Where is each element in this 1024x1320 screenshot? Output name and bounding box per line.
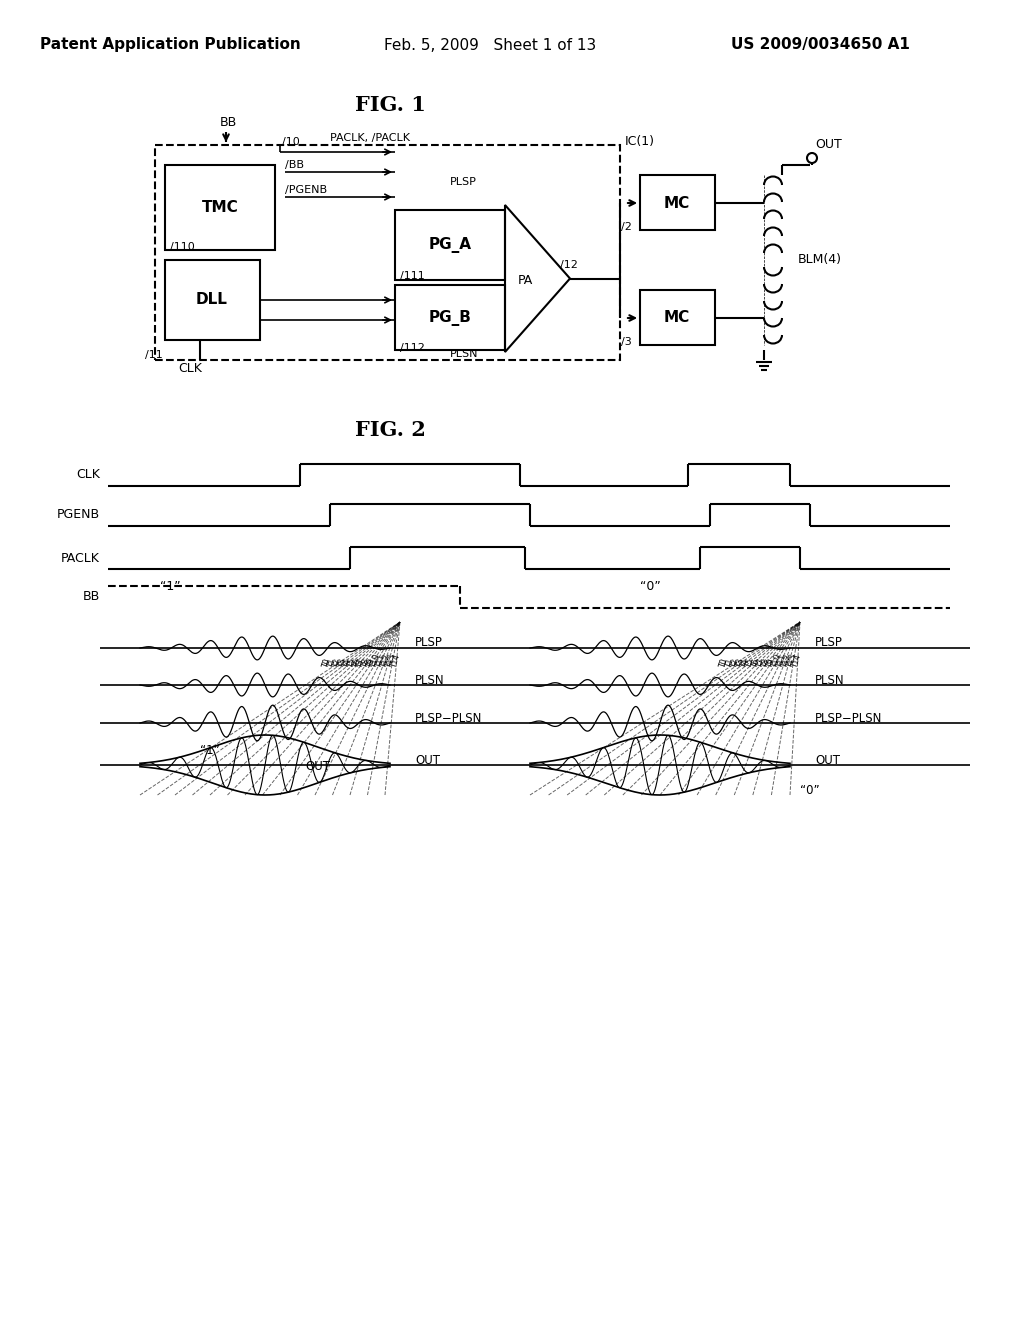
Text: PLSP−PLSN: PLSP−PLSN [815, 711, 883, 725]
Bar [165, 165, 275, 249]
Text: BB: BB [83, 590, 100, 603]
Text: T0: T0 [322, 656, 333, 668]
Text: T9: T9 [766, 656, 777, 668]
Text: PLSN: PLSN [815, 673, 845, 686]
Text: T10: T10 [770, 652, 783, 668]
Text: PLSP: PLSP [415, 636, 442, 649]
Text: T0: T0 [719, 656, 730, 668]
Text: “0”: “0” [800, 784, 819, 796]
Text: T12: T12 [380, 652, 392, 668]
Text: OUT: OUT [305, 760, 330, 774]
Text: /PGENB: /PGENB [285, 185, 327, 195]
Text: T14: T14 [791, 652, 804, 668]
Text: T5: T5 [744, 656, 756, 668]
Bar [155, 145, 620, 360]
Text: T4: T4 [341, 656, 352, 668]
Text: T3: T3 [734, 656, 745, 668]
Text: T8: T8 [760, 657, 772, 668]
Text: Feb. 5, 2009   Sheet 1 of 13: Feb. 5, 2009 Sheet 1 of 13 [384, 37, 596, 53]
Text: DLL: DLL [196, 293, 228, 308]
Text: T7: T7 [755, 656, 767, 668]
Text: PLSN: PLSN [415, 673, 444, 686]
Text: TMC: TMC [202, 201, 239, 215]
Text: PGENB: PGENB [57, 508, 100, 521]
Text: T5: T5 [346, 656, 357, 668]
Text: MC: MC [664, 310, 690, 326]
Text: OUT: OUT [815, 754, 840, 767]
Text: PACLK, /PACLK: PACLK, /PACLK [330, 133, 410, 143]
Text: FIG. 1: FIG. 1 [354, 95, 425, 115]
Text: /112: /112 [400, 343, 425, 352]
Text: PG_A: PG_A [428, 238, 471, 253]
Text: /10: /10 [282, 137, 300, 147]
Text: T4: T4 [739, 656, 751, 668]
Text: T14: T14 [389, 652, 402, 668]
Text: Patent Application Publication: Patent Application Publication [40, 37, 300, 53]
Text: /111: /111 [400, 271, 425, 281]
Text: T6: T6 [351, 656, 362, 668]
Bar [640, 176, 715, 230]
Text: T8: T8 [360, 657, 372, 668]
Text: T2: T2 [332, 657, 343, 668]
Text: T2: T2 [729, 657, 740, 668]
Text: PG_B: PG_B [429, 310, 471, 326]
Text: PLSP−PLSN: PLSP−PLSN [415, 711, 482, 725]
Text: T11: T11 [375, 652, 387, 668]
Text: T12: T12 [780, 652, 794, 668]
Bar [395, 210, 505, 280]
Text: T6: T6 [750, 656, 762, 668]
Text: IC(1): IC(1) [625, 136, 655, 149]
Bar [640, 290, 715, 345]
Text: T10: T10 [370, 652, 383, 668]
Text: PLSP: PLSP [815, 636, 843, 649]
Text: US 2009/0034650 A1: US 2009/0034650 A1 [730, 37, 909, 53]
Text: PLSP: PLSP [450, 177, 477, 187]
Text: CLK: CLK [76, 469, 100, 482]
Text: PA: PA [517, 273, 532, 286]
Text: “1”: “1” [200, 744, 220, 758]
Text: /12: /12 [560, 260, 578, 271]
Text: T13: T13 [785, 652, 799, 668]
Bar [165, 260, 260, 341]
Text: T3: T3 [336, 656, 347, 668]
Text: /11: /11 [145, 350, 163, 360]
Text: T7: T7 [355, 656, 368, 668]
Text: T1: T1 [327, 657, 338, 668]
Text: MC: MC [664, 195, 690, 210]
Text: “1”: “1” [160, 581, 180, 594]
Text: PACLK: PACLK [61, 552, 100, 565]
Text: “0”: “0” [640, 581, 660, 594]
Text: BLM(4): BLM(4) [798, 253, 842, 267]
Bar [395, 285, 505, 350]
Text: PLSN: PLSN [450, 348, 478, 359]
Text: OUT: OUT [415, 754, 440, 767]
Text: BB: BB [220, 116, 238, 128]
Text: /3: /3 [622, 337, 632, 347]
Text: /110: /110 [170, 242, 195, 252]
Text: T9: T9 [366, 656, 377, 668]
Text: T1: T1 [724, 657, 735, 668]
Text: /BB: /BB [285, 160, 304, 170]
Text: OUT: OUT [815, 139, 842, 152]
Text: /2: /2 [622, 222, 632, 232]
Text: FIG. 2: FIG. 2 [354, 420, 425, 440]
Text: CLK: CLK [178, 362, 202, 375]
Text: T11: T11 [775, 652, 788, 668]
Text: T13: T13 [384, 652, 397, 668]
